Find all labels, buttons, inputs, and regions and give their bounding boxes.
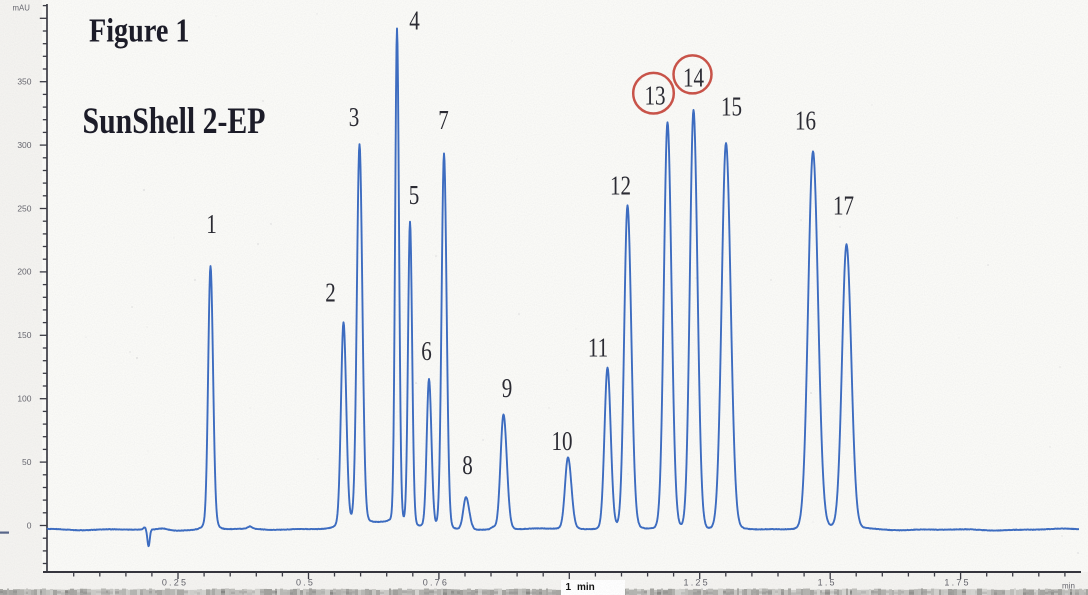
- svg-text:2: 2: [325, 278, 336, 308]
- svg-text:4: 4: [409, 6, 420, 36]
- svg-text:9: 9: [502, 374, 513, 404]
- svg-text:12: 12: [610, 171, 631, 201]
- svg-text:300: 300: [17, 140, 31, 150]
- svg-text:mAU: mAU: [13, 4, 31, 13]
- svg-text:15: 15: [721, 92, 742, 122]
- svg-text:10: 10: [551, 427, 572, 457]
- svg-text:13: 13: [644, 81, 665, 111]
- svg-text:100: 100: [17, 394, 31, 404]
- svg-text:350: 350: [17, 77, 31, 87]
- svg-text:1: 1: [206, 210, 217, 240]
- svg-text:17: 17: [833, 191, 854, 221]
- svg-text:3: 3: [349, 103, 360, 133]
- svg-text:150: 150: [17, 330, 31, 340]
- svg-text:0.25: 0.25: [162, 578, 188, 588]
- svg-text:11: 11: [588, 333, 608, 363]
- svg-text:6: 6: [421, 337, 432, 367]
- svg-text:1.5: 1.5: [818, 578, 837, 588]
- svg-text:250: 250: [17, 203, 31, 213]
- svg-text:0.5: 0.5: [296, 578, 315, 588]
- svg-text:200: 200: [17, 267, 31, 277]
- svg-text:min: min: [577, 582, 595, 593]
- svg-text:SunShell 2-EP: SunShell 2-EP: [83, 101, 266, 142]
- svg-text:5: 5: [409, 181, 420, 211]
- svg-text:14: 14: [683, 63, 704, 93]
- svg-text:1.25: 1.25: [684, 578, 710, 588]
- svg-text:16: 16: [795, 106, 816, 136]
- svg-text:0.76: 0.76: [423, 578, 449, 588]
- svg-text:7: 7: [438, 106, 449, 136]
- svg-text:8: 8: [462, 451, 473, 481]
- svg-text:Figure 1: Figure 1: [89, 13, 190, 50]
- svg-text:min: min: [1062, 582, 1075, 591]
- svg-text:1.75: 1.75: [944, 578, 970, 588]
- svg-text:1: 1: [566, 582, 572, 593]
- svg-text:50: 50: [22, 457, 32, 467]
- svg-text:0: 0: [27, 520, 32, 530]
